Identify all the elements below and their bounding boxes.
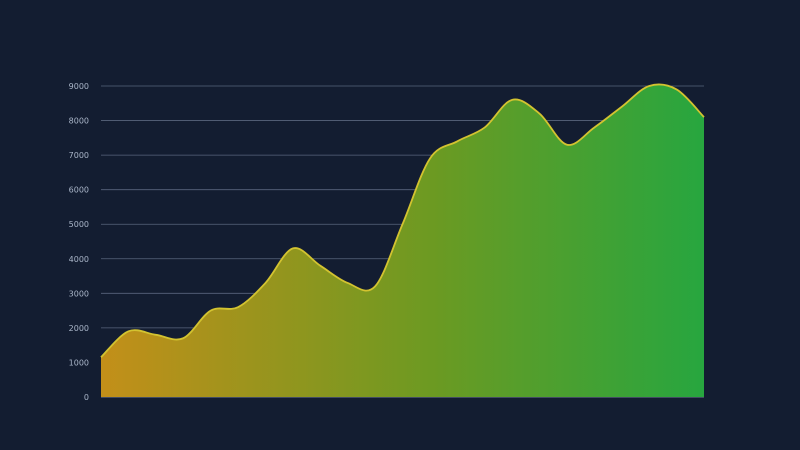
series-line-0 [100,83,705,358]
series-area-fill-0 [101,84,704,398]
y-tick-label-3: 3000 [69,289,89,298]
y-axis-ticks: 0 1000 2000 3000 4000 5000 6000 7000 8000 9000 [69,82,89,402]
y-tick-label-9: 9000 [69,82,89,91]
y-tick-label-1: 1000 [69,358,89,367]
area-series [100,83,705,398]
y-tick-label-7: 7000 [69,151,89,160]
y-tick-label-5: 5000 [69,220,89,229]
y-tick-label-0: 0 [84,393,89,402]
y-tick-label-2: 2000 [69,324,89,333]
y-tick-label-6: 6000 [69,186,89,195]
y-tick-label-4: 4000 [69,255,89,264]
y-tick-label-8: 8000 [69,117,89,126]
